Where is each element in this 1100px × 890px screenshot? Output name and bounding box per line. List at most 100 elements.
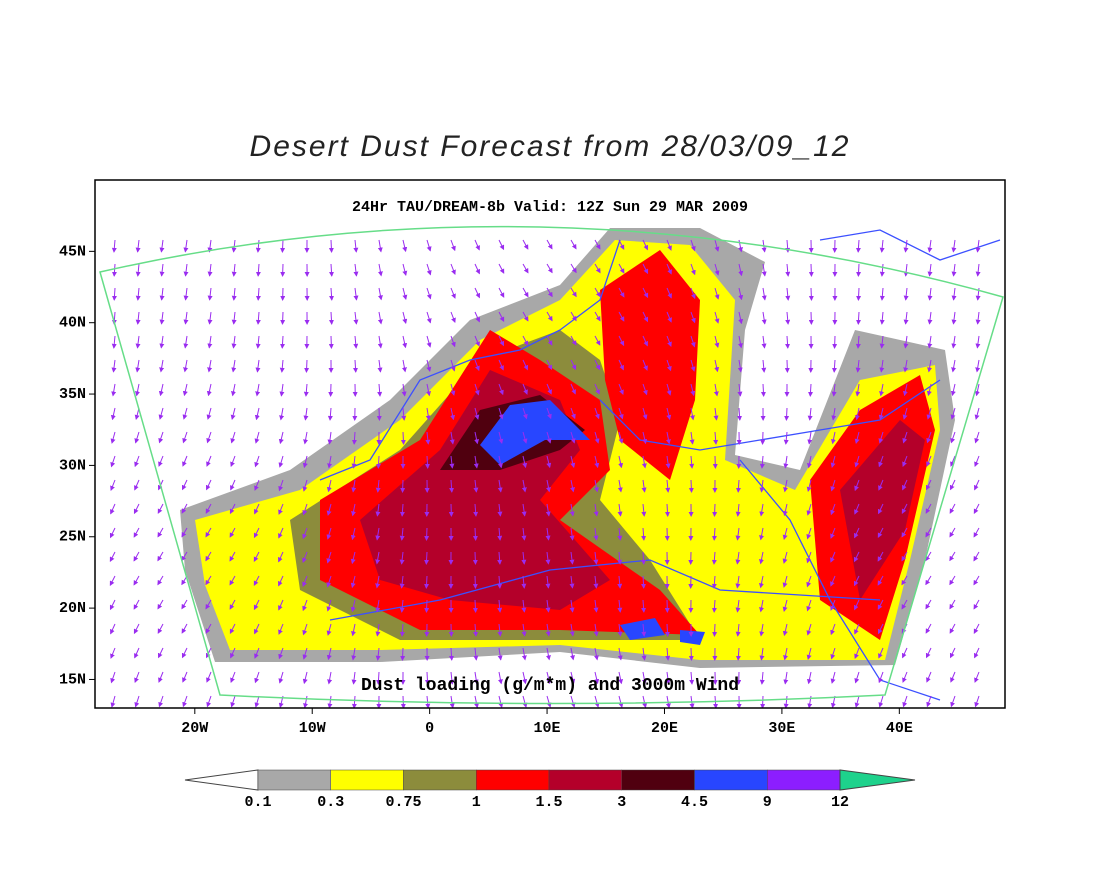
wind-arrow [545,527,551,541]
wind-arrow [522,407,528,420]
wind-arrow [302,527,308,540]
wind-arrow [450,287,456,299]
wind-arrow [474,431,480,445]
colorbar-swatch [767,769,841,791]
wind-arrow [903,239,909,253]
wind-arrow [450,311,456,324]
wind-arrow [157,623,164,634]
wind-arrow [135,359,141,373]
wind-arrow [642,335,648,347]
wind-arrow [594,431,600,444]
wind-arrow [830,623,836,636]
wind-arrow [903,311,909,325]
wind-arrow [498,383,504,396]
wind-arrow [806,479,812,493]
wind-arrow [950,455,956,467]
wind-arrow [498,407,504,420]
wind-arrow [807,431,813,445]
wind-arrow [351,671,357,685]
wind-arrow [351,623,356,637]
wind-arrow [449,695,455,708]
wind-arrow [546,407,552,420]
wind-arrow [206,695,212,708]
wind-arrow [975,239,981,253]
wind-arrow [205,623,212,634]
wind-arrow [594,239,601,250]
wind-arrow [666,335,672,347]
wind-arrow [157,527,164,538]
wind-arrow [111,335,117,349]
wind-arrow [159,287,165,301]
wind-arrow [474,263,480,275]
wind-arrow [877,527,884,538]
wind-arrow [902,407,908,420]
wind-arrow [546,335,553,346]
wind-arrow [498,335,505,347]
wind-arrow [877,575,884,586]
wind-arrow [353,239,359,253]
wind-arrow [641,599,647,613]
wind-arrow [711,551,717,565]
wind-arrow [253,599,260,611]
wind-arrow [231,359,237,373]
wind-arrow [229,623,236,635]
wind-arrow [400,431,406,445]
wind-arrow [877,599,884,610]
y-tick-label: 45N [59,243,86,260]
wind-arrow [642,407,648,420]
wind-arrow [640,575,646,589]
wind-arrow [783,431,789,445]
wind-arrow [737,383,743,397]
colorbar-label: 9 [763,794,772,811]
wind-arrow [689,671,695,685]
colorbar-swatch [403,769,477,791]
wind-arrow [474,311,480,323]
wind-arrow [206,431,212,444]
wind-arrow [618,335,625,347]
wind-arrow [353,263,359,277]
x-tick-label: 20W [181,720,208,737]
wind-arrow [157,647,164,659]
border [329,559,881,621]
wind-arrow [473,671,479,685]
wind-arrow [351,431,357,445]
wind-arrow [206,455,212,467]
wind-arrow [109,575,116,587]
wind-arrow [302,623,308,636]
wind-arrow [641,671,647,685]
wind-arrow [901,551,908,562]
coastline [739,459,941,701]
wind-arrow [402,311,408,325]
wind-arrow [569,551,575,565]
wind-arrow [782,575,788,588]
wind-arrow [759,527,765,541]
wind-arrow [570,263,577,274]
wind-arrow [735,575,741,589]
wind-arrow [399,623,405,637]
wind-arrow [806,647,812,660]
wind-arrow [759,647,765,661]
wind-arrow [546,239,553,250]
wind-arrow [806,671,812,685]
wind-arrow [302,647,308,660]
wind-arrow [377,359,383,373]
wind-arrow [570,239,577,250]
wind-arrow [231,335,237,349]
wind-arrow [181,647,188,659]
colorbar-swatch [548,769,622,791]
colorbar-label: 3 [617,794,626,811]
x-tick-label: 40E [886,720,913,737]
wind-arrow [182,455,188,467]
wind-arrow [830,503,836,516]
map-area [109,228,1001,708]
x-tick-label: 0 [425,720,434,737]
wind-arrow [546,263,553,274]
wind-arrow [474,383,480,396]
wind-arrow [424,455,430,469]
wind-arrow [109,599,116,611]
wind-arrow [353,311,359,325]
wind-arrow [926,383,932,397]
colorbar-label: 0.1 [244,794,271,811]
wind-arrow [376,671,381,685]
wind-arrow [377,311,383,325]
